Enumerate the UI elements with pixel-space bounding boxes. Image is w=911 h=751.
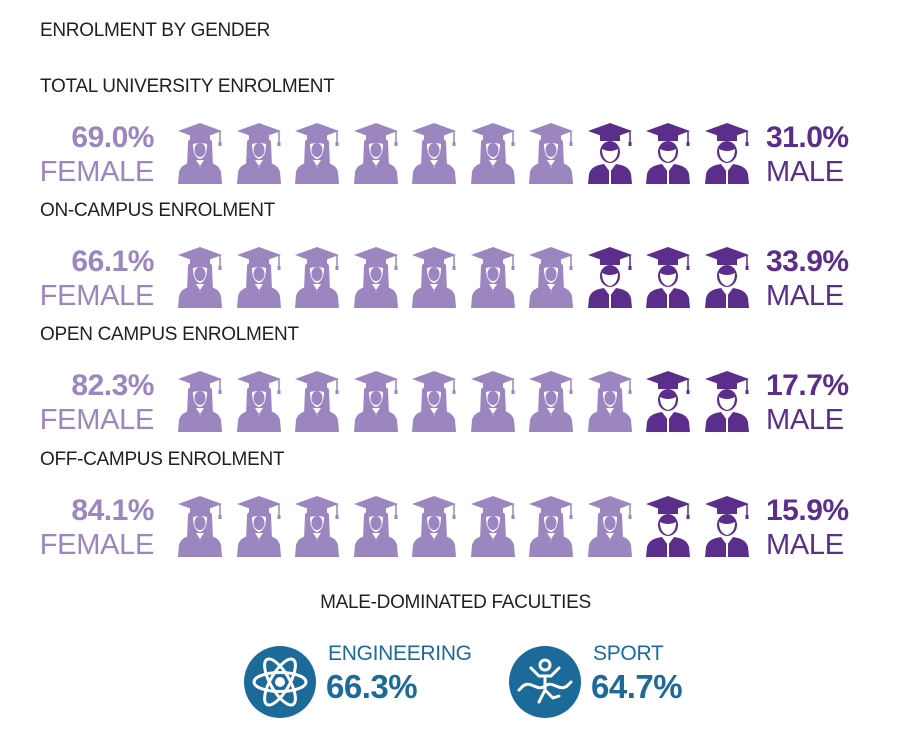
male-graduate-icon <box>704 496 749 557</box>
faculties-title: MALE-DOMINATED FACULTIES <box>320 592 591 613</box>
female-graduate-icon <box>178 496 222 557</box>
enrolment-row-on-campus: ON-CAMPUS ENROLMENT 66.1% FEMALE 33.9% M… <box>0 200 911 320</box>
female-graduate-icon <box>470 371 515 432</box>
male-percent: 31.0% <box>766 121 849 154</box>
atom-icon <box>244 646 316 718</box>
enrolment-row-open-campus: OPEN CAMPUS ENROLMENT 82.3% FEMALE 17.7%… <box>0 324 911 444</box>
icon-row <box>177 495 762 561</box>
female-graduate-icon <box>353 247 398 308</box>
female-graduate-icon <box>470 247 515 308</box>
female-graduate-icon <box>178 123 222 184</box>
female-graduate-icon <box>236 123 281 184</box>
female-graduate-icon <box>353 123 398 184</box>
female-graduate-icon <box>587 371 632 432</box>
male-graduate-icon <box>704 371 749 432</box>
female-graduate-icon <box>353 496 398 557</box>
icon-row <box>177 122 762 188</box>
female-graduate-icon <box>412 496 456 557</box>
female-graduate-icon <box>412 123 456 184</box>
female-graduate-icon <box>412 247 456 308</box>
male-label: MALE <box>766 404 844 436</box>
male-graduate-icon <box>646 247 690 308</box>
row-title: OFF-CAMPUS ENROLMENT <box>40 449 285 470</box>
male-label: MALE <box>766 280 844 312</box>
female-graduate-icon <box>178 371 222 432</box>
female-graduate-icon <box>412 371 456 432</box>
icon-row <box>177 370 762 436</box>
female-graduate-icon <box>178 247 222 308</box>
icon-row <box>177 246 762 312</box>
female-graduate-icon <box>295 371 339 432</box>
row-title: OPEN CAMPUS ENROLMENT <box>40 324 299 345</box>
female-percent: 84.1% <box>71 494 154 527</box>
faculty-sport: SPORT 64.7% <box>509 640 709 720</box>
female-graduate-icon <box>295 123 339 184</box>
female-graduate-icon <box>236 496 281 557</box>
female-label: FEMALE <box>39 529 155 561</box>
male-percent: 17.7% <box>766 369 849 402</box>
faculty-engineering: ENGINEERING 66.3% <box>244 640 474 720</box>
female-graduate-icon <box>295 496 339 557</box>
page-title: ENROLMENT BY GENDER <box>40 20 271 41</box>
female-graduate-icon <box>236 371 281 432</box>
female-graduate-icon <box>236 247 281 308</box>
female-graduate-icon <box>529 123 573 184</box>
female-label: FEMALE <box>39 404 155 436</box>
female-graduate-icon <box>470 496 515 557</box>
enrolment-row-total: TOTAL UNIVERSITY ENROLMENT 69.0% FEMALE … <box>0 76 911 196</box>
female-percent: 82.3% <box>71 369 154 402</box>
row-title: TOTAL UNIVERSITY ENROLMENT <box>40 76 335 97</box>
male-percent: 33.9% <box>766 245 849 278</box>
row-title: ON-CAMPUS ENROLMENT <box>40 200 275 221</box>
male-graduate-icon <box>587 123 632 184</box>
female-percent: 66.1% <box>71 245 154 278</box>
female-graduate-icon <box>470 123 515 184</box>
male-graduate-icon <box>704 247 749 308</box>
female-graduate-icon <box>353 371 398 432</box>
faculty-value: 64.7% <box>591 668 683 705</box>
female-graduate-icon <box>529 496 573 557</box>
male-graduate-icon <box>587 247 632 308</box>
male-label: MALE <box>766 156 844 188</box>
female-graduate-icon <box>295 247 339 308</box>
faculty-name: ENGINEERING <box>328 642 472 665</box>
female-graduate-icon <box>529 371 573 432</box>
female-label: FEMALE <box>39 280 155 312</box>
female-graduate-icon <box>529 247 573 308</box>
male-graduate-icon <box>646 496 690 557</box>
male-percent: 15.9% <box>766 494 849 527</box>
male-graduate-icon <box>704 123 749 184</box>
male-label: MALE <box>766 529 844 561</box>
faculty-value: 66.3% <box>326 668 418 705</box>
female-label: FEMALE <box>39 156 155 188</box>
female-percent: 69.0% <box>71 121 154 154</box>
male-graduate-icon <box>646 123 690 184</box>
male-graduate-icon <box>646 371 690 432</box>
female-graduate-icon <box>587 496 632 557</box>
enrolment-row-off-campus: OFF-CAMPUS ENROLMENT 84.1% FEMALE 15.9% … <box>0 449 911 569</box>
runner-icon <box>509 646 581 718</box>
faculty-name: SPORT <box>593 642 664 665</box>
